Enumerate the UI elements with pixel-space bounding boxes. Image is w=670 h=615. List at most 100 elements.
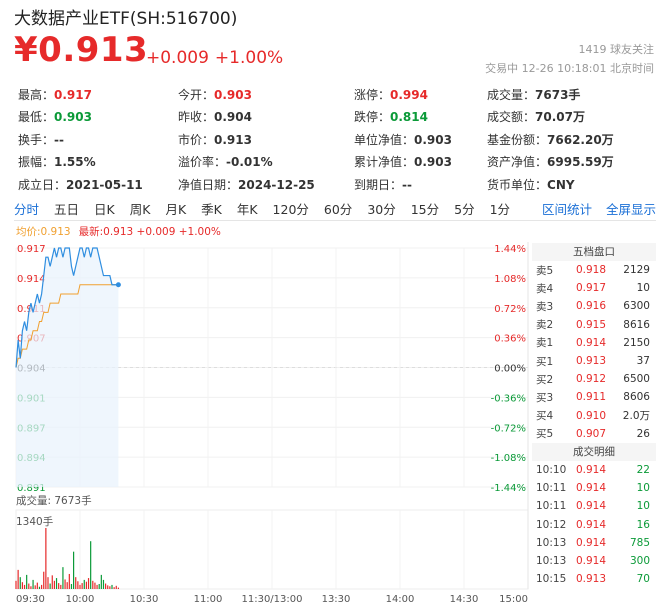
- pct-axis-label: 1.08%: [494, 274, 526, 285]
- stat-value: -0.01%: [226, 155, 273, 170]
- volume-bar: [15, 580, 17, 589]
- trade-price: 0.914: [575, 464, 606, 477]
- order-book-volume: 2129: [623, 264, 650, 277]
- stat-label: 振幅：: [18, 155, 55, 170]
- order-book-row[interactable]: 卖1 0.914 2150: [532, 334, 656, 352]
- trade-price: 0.914: [575, 518, 606, 531]
- stat-cell: 货币单位：CNY: [487, 176, 658, 193]
- order-book-row[interactable]: 卖3 0.916 6300: [532, 297, 656, 315]
- trade-detail-row: 10:10 0.914 22: [532, 461, 656, 479]
- stat-value: --: [402, 177, 412, 192]
- volume-bar: [66, 582, 68, 589]
- tab-period[interactable]: 60分: [323, 202, 353, 217]
- tab-period[interactable]: 周K: [129, 202, 151, 217]
- trade-status-time: 交易中 12-26 10:18:01 北京时间: [485, 62, 654, 75]
- volume-bar: [81, 583, 83, 589]
- order-book-row[interactable]: 卖2 0.915 8616: [532, 316, 656, 334]
- stat-cell: 今开：0.903: [178, 86, 354, 103]
- stats-row: 最高：0.917 今开：0.903 涨停：0.994 成交量：7673手: [18, 83, 658, 106]
- order-book-level: 卖3: [536, 300, 554, 313]
- pct-axis-label: 0.72%: [494, 304, 526, 315]
- stat-value: 7662.20万: [547, 132, 614, 147]
- order-book-row[interactable]: 卖5 0.918 2129: [532, 261, 656, 279]
- stat-label: 基金份额：: [487, 132, 548, 147]
- tab-period[interactable]: 五日: [54, 202, 80, 217]
- stat-value: 0.814: [390, 110, 428, 125]
- fund-title: 大数据产业ETF(SH:516700): [14, 9, 238, 29]
- trade-detail-row: 10:13 0.914 300: [532, 552, 656, 570]
- legend-latest-price: 最新:0.913 +0.009 +1.00%: [78, 226, 221, 238]
- stat-cell: 昨收：0.904: [178, 108, 354, 125]
- volume-bar: [45, 528, 47, 589]
- order-book-price: 0.917: [575, 282, 606, 295]
- quote-stats-grid: 最高：0.917 今开：0.903 涨停：0.994 成交量：7673手 最低：0.90…: [18, 83, 658, 196]
- tab-period[interactable]: 月K: [165, 202, 187, 217]
- volume-bar: [36, 582, 38, 589]
- order-book-volume: 8606: [623, 391, 650, 404]
- stat-label: 最高：: [18, 87, 55, 102]
- volume-bar: [53, 580, 55, 589]
- volume-bar: [70, 583, 73, 589]
- stat-value: 7673手: [535, 87, 581, 102]
- pct-axis-label: 0.36%: [494, 334, 526, 345]
- tab-period[interactable]: 120分: [272, 202, 309, 217]
- volume-max-label: 1340手: [16, 516, 54, 528]
- stat-cell: 成立日：2021-05-11: [18, 176, 178, 193]
- tab-period[interactable]: 季K: [201, 202, 222, 217]
- trade-time: 10:15: [536, 573, 567, 586]
- order-book-row[interactable]: 买2 0.912 6500: [532, 370, 656, 388]
- volume-bar: [87, 578, 90, 589]
- stat-label: 昨收：: [178, 110, 215, 125]
- time-axis-label: 14:00: [386, 594, 415, 605]
- volume-bar: [111, 584, 113, 589]
- order-book-level: 卖4: [536, 282, 554, 295]
- volume-bar: [85, 581, 87, 589]
- stat-value: CNY: [547, 177, 575, 192]
- stat-label: 货币单位：: [487, 177, 548, 192]
- order-book-price: 0.911: [575, 391, 606, 404]
- fullscreen-button[interactable]: 全屏显示: [605, 202, 656, 217]
- tab-period[interactable]: 分时: [14, 202, 40, 217]
- trade-volume: 70: [636, 573, 650, 586]
- range-stats-button[interactable]: 区间统计: [541, 202, 592, 217]
- tab-period[interactable]: 1分: [489, 202, 511, 217]
- order-book-volume: 6300: [623, 300, 650, 313]
- stat-value: 0.913: [214, 132, 252, 147]
- order-book-level: 卖1: [536, 337, 554, 350]
- trade-detail-row: 10:15 0.913 70: [532, 570, 656, 588]
- tab-period[interactable]: 15分: [410, 202, 440, 217]
- order-book-row[interactable]: 卖4 0.917 10: [532, 279, 656, 297]
- followers-count[interactable]: 1419 球友关注: [578, 43, 655, 56]
- trade-volume: 300: [629, 555, 650, 568]
- volume-bar: [38, 586, 41, 589]
- order-book-row[interactable]: 买4 0.910 2.0万: [532, 407, 656, 425]
- order-book-row[interactable]: 买5 0.907 26: [532, 425, 656, 443]
- pct-axis-label: -0.36%: [491, 393, 526, 404]
- tab-period[interactable]: 30分: [367, 202, 396, 217]
- volume-bar: [100, 574, 102, 589]
- order-book-price: 0.910: [575, 409, 606, 422]
- stat-value: 0.917: [54, 87, 92, 102]
- stat-label: 换手：: [18, 132, 55, 147]
- trade-time: 10:13: [536, 555, 567, 568]
- stat-cell: 换手：--: [18, 131, 178, 148]
- tab-period[interactable]: 日K: [94, 202, 115, 217]
- pct-axis-label: -1.08%: [491, 453, 526, 464]
- volume-bar: [21, 582, 23, 589]
- tab-period[interactable]: 年K: [236, 202, 258, 217]
- stat-cell: 基金份额：7662.20万: [487, 131, 658, 148]
- volume-bar: [28, 583, 30, 589]
- order-book-row[interactable]: 买3 0.911 8606: [532, 388, 656, 406]
- stat-cell: 市价：0.913: [178, 131, 354, 148]
- trade-price: 0.914: [575, 500, 606, 513]
- volume-bar: [58, 583, 60, 589]
- stat-cell: 净值日期：2024-12-25: [178, 176, 354, 193]
- volume-bar: [90, 541, 92, 589]
- volume-bar: [105, 583, 107, 589]
- tab-period[interactable]: 5分: [454, 202, 475, 217]
- volume-bar: [23, 584, 26, 589]
- volume-bar: [113, 587, 115, 589]
- trade-price: 0.914: [575, 536, 606, 549]
- order-book-row[interactable]: 买1 0.913 37: [532, 352, 656, 370]
